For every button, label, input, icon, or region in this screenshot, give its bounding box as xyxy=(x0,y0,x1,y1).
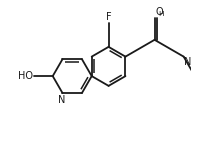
Text: F: F xyxy=(106,12,111,22)
Text: O: O xyxy=(155,7,163,17)
Text: HO: HO xyxy=(19,71,33,81)
Text: N: N xyxy=(58,95,65,105)
Text: N: N xyxy=(184,57,192,67)
Text: H: H xyxy=(158,11,163,17)
